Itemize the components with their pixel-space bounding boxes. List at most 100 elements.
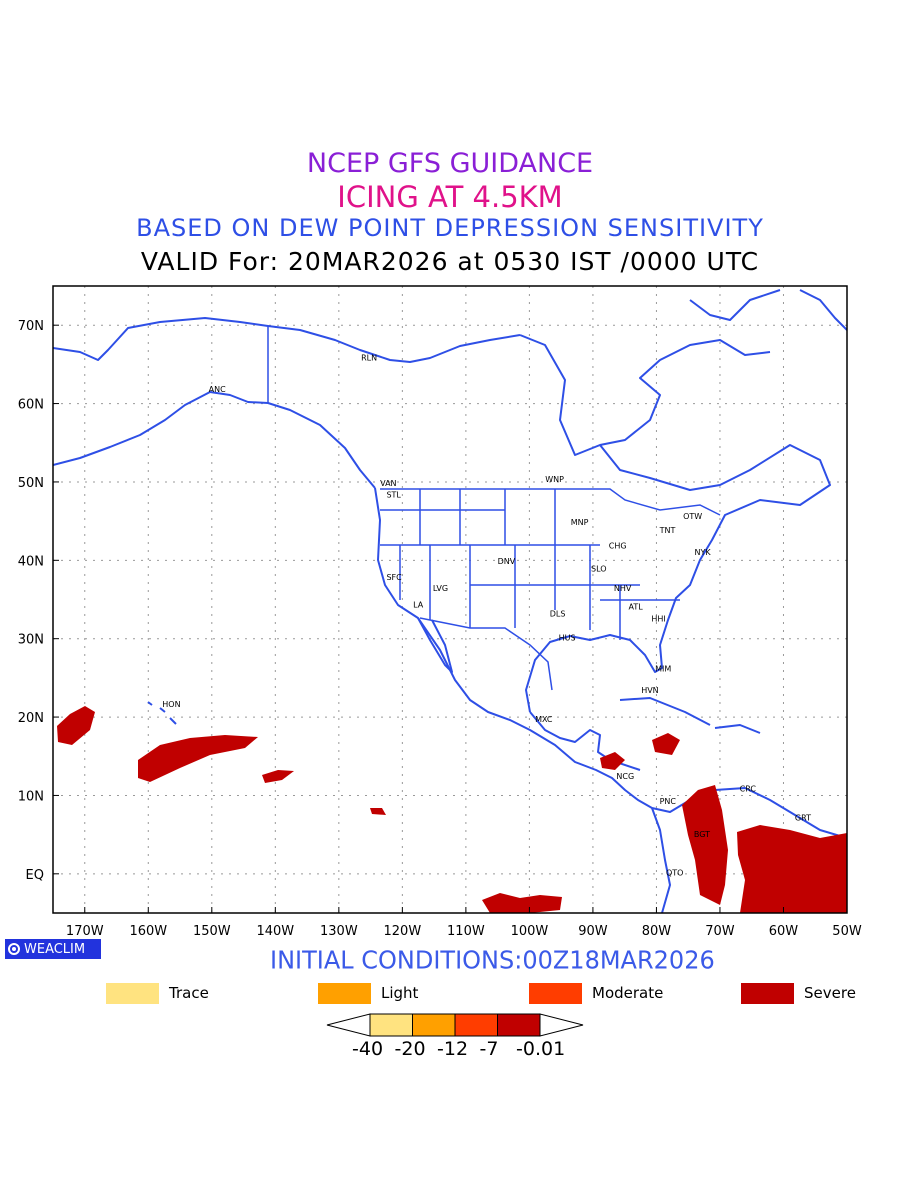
logo-text: WEACLIM — [24, 941, 86, 957]
globe-icon — [8, 943, 20, 955]
colorbar-label: -0.01 — [516, 1038, 566, 1060]
station-label: MXC — [535, 715, 553, 724]
lon-tick-label: 100W — [511, 924, 549, 939]
station-label: SLO — [591, 564, 607, 573]
icing-area-mexico — [482, 893, 562, 913]
coastline-alaska — [53, 317, 521, 363]
station-label: RLN — [361, 353, 377, 362]
coastline-greenland — [799, 289, 847, 331]
legend-swatch — [529, 982, 582, 1004]
icing-area-colombia — [682, 785, 728, 905]
lat-tick-label: 60N — [18, 398, 44, 413]
coastline-east — [525, 444, 831, 713]
lon-tick-label: 120W — [384, 924, 422, 939]
station-label: HON — [162, 700, 180, 709]
lon-tick-label: 140W — [256, 924, 294, 939]
station-label: HHI — [651, 614, 665, 623]
lon-tick-label: 170W — [66, 924, 104, 939]
political-boundaries — [267, 326, 721, 691]
lat-tick-label: 40N — [18, 554, 44, 569]
coastline-hudson — [519, 334, 771, 456]
coastline-baffin — [689, 289, 781, 321]
station-label: LA — [413, 600, 424, 609]
title-line-3: BASED ON DEW POINT DEPRESSION SENSITIVIT… — [136, 214, 764, 242]
legend-label: Light — [381, 984, 419, 1002]
coastline-hawaii — [147, 701, 177, 725]
lon-tick-label: 150W — [193, 924, 231, 939]
station-label: STL — [386, 491, 401, 500]
lon-tick-label: 60W — [769, 924, 799, 939]
station-label: NYK — [695, 548, 712, 557]
station-label: GRT — [795, 814, 811, 823]
station-label: LVG — [433, 584, 448, 593]
icing-area-pacific-1 — [57, 706, 95, 745]
lon-tick-label: 160W — [129, 924, 167, 939]
station-label: DLS — [550, 610, 566, 619]
station-label: QTO — [666, 868, 683, 877]
initial-conditions: INITIAL CONDITIONS:00Z18MAR2026 — [270, 945, 715, 975]
border-us-canada — [380, 488, 721, 516]
graticule — [53, 286, 848, 913]
icing-area-pacific-2 — [138, 735, 258, 782]
lon-tick-label: 110W — [447, 924, 485, 939]
station-label: CRC — [740, 785, 757, 794]
lon-tick-label: 90W — [578, 924, 608, 939]
coastline-south-america — [651, 787, 847, 839]
icing-area-pacific-4 — [370, 808, 386, 815]
coastline-west — [374, 487, 653, 809]
station-label: DNV — [498, 557, 516, 566]
station-label: BGT — [694, 830, 710, 839]
station-label: MNP — [571, 518, 589, 527]
station-label: MIM — [655, 665, 671, 674]
legend-item: Severe — [741, 982, 856, 1004]
station-label: HUS — [559, 633, 576, 642]
coastlines — [53, 289, 847, 913]
legend-item: Trace — [106, 982, 209, 1004]
icing-area-caribbean — [652, 733, 680, 755]
state-lines — [380, 489, 680, 640]
colorbar-label: -7 — [479, 1038, 499, 1060]
coastline-alaska-south — [53, 391, 376, 489]
lat-tick-label: EQ — [26, 868, 44, 883]
coastline-south-america-west — [651, 807, 671, 913]
legend-label: Trace — [169, 984, 209, 1002]
station-label: TNT — [659, 526, 676, 535]
lon-tick-label: 130W — [320, 924, 358, 939]
station-label: SFC — [386, 573, 402, 582]
lon-tick-label: 80W — [642, 924, 672, 939]
legend-item: Moderate — [529, 982, 663, 1004]
lon-tick-label: 50W — [832, 924, 862, 939]
icing-area-central-america — [600, 752, 625, 770]
station-label: ANC — [209, 385, 226, 394]
station-label: WNP — [545, 475, 564, 484]
icing-area-pacific-3 — [262, 770, 294, 783]
border-us-mexico — [419, 617, 553, 691]
lat-tick-label: 50N — [18, 476, 44, 491]
coastline-hispaniola — [714, 724, 761, 734]
title-line-1: NCEP GFS GUIDANCE — [306, 148, 594, 179]
legend-swatch — [318, 982, 371, 1004]
legend-swatch — [106, 982, 159, 1004]
legend-label: Severe — [804, 984, 856, 1002]
valid-time-title: VALID For: 20MAR2026 at 0530 IST /0000 U… — [140, 247, 760, 276]
lat-tick-label: 20N — [18, 711, 44, 726]
coastline-cuba — [619, 697, 711, 726]
weaclim-logo: WEACLIM — [5, 939, 101, 959]
legend-item: Light — [318, 982, 418, 1004]
title-line-2: ICING AT 4.5KM — [337, 180, 563, 214]
lat-tick-label: 70N — [18, 319, 44, 334]
station-labels: ANC RLN VAN STL WNP MNP CHG TNT OTW NYK DNV SFC LVG L… — [162, 353, 811, 877]
station-label: HVN — [641, 686, 658, 695]
colorbar-label: -12 — [437, 1038, 469, 1060]
station-label: PNC — [660, 797, 677, 806]
colorbar-label: -20 — [394, 1038, 426, 1060]
legend-label: Moderate — [592, 984, 664, 1002]
station-label: VAN — [380, 479, 396, 488]
station-label: NCG — [616, 772, 634, 781]
icing-areas — [57, 706, 847, 913]
lon-tick-label: 70W — [705, 924, 735, 939]
station-label: OTW — [683, 512, 702, 521]
coastline-baja — [417, 617, 453, 673]
axis-labels: 170W 160W 150W 140W 130W 120W 110W 100W 90W 80W 70… — [18, 319, 862, 939]
